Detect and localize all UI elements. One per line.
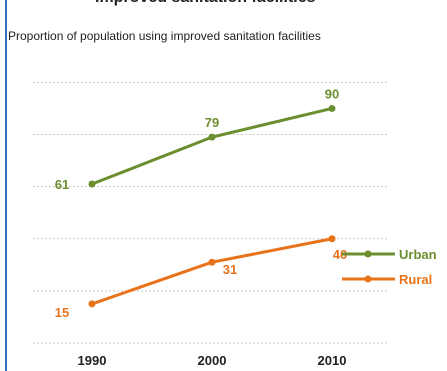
- series-line-rural: [91, 237, 333, 306]
- chart-title-clipped: Improved sanitation facilities: [95, 0, 395, 7]
- point-rural-2000: [208, 258, 216, 266]
- legend: Urban Rural: [342, 247, 437, 287]
- data-label-urban-2000: 79: [205, 115, 219, 130]
- point-rural-1990: [88, 300, 96, 308]
- x-tick-labels: 1990 2000 2010: [78, 353, 347, 368]
- data-label-rural-1990: 15: [55, 305, 69, 320]
- legend-marker-rural: [364, 275, 372, 283]
- legend-label-urban: Urban: [399, 247, 437, 262]
- legend-label-rural: Rural: [399, 272, 432, 287]
- legend-marker-urban: [364, 250, 372, 258]
- point-rural-2010: [328, 235, 336, 243]
- x-tick-1990: 1990: [78, 353, 107, 368]
- chart-subtitle: Proportion of population using improved …: [8, 29, 321, 43]
- point-urban-2010: [328, 104, 336, 112]
- data-label-rural-2010: 40: [333, 247, 347, 262]
- x-tick-2010: 2010: [318, 353, 347, 368]
- data-labels: 61 79 90 15 31 40: [55, 86, 347, 319]
- point-urban-2000: [208, 133, 216, 141]
- data-label-urban-2010: 90: [325, 86, 339, 101]
- x-tick-2000: 2000: [198, 353, 227, 368]
- frame-border-left: [5, 0, 7, 371]
- data-label-urban-1990: 61: [55, 177, 69, 192]
- point-urban-1990: [88, 180, 96, 188]
- series-group: [88, 104, 336, 308]
- data-label-rural-2000: 31: [223, 262, 237, 277]
